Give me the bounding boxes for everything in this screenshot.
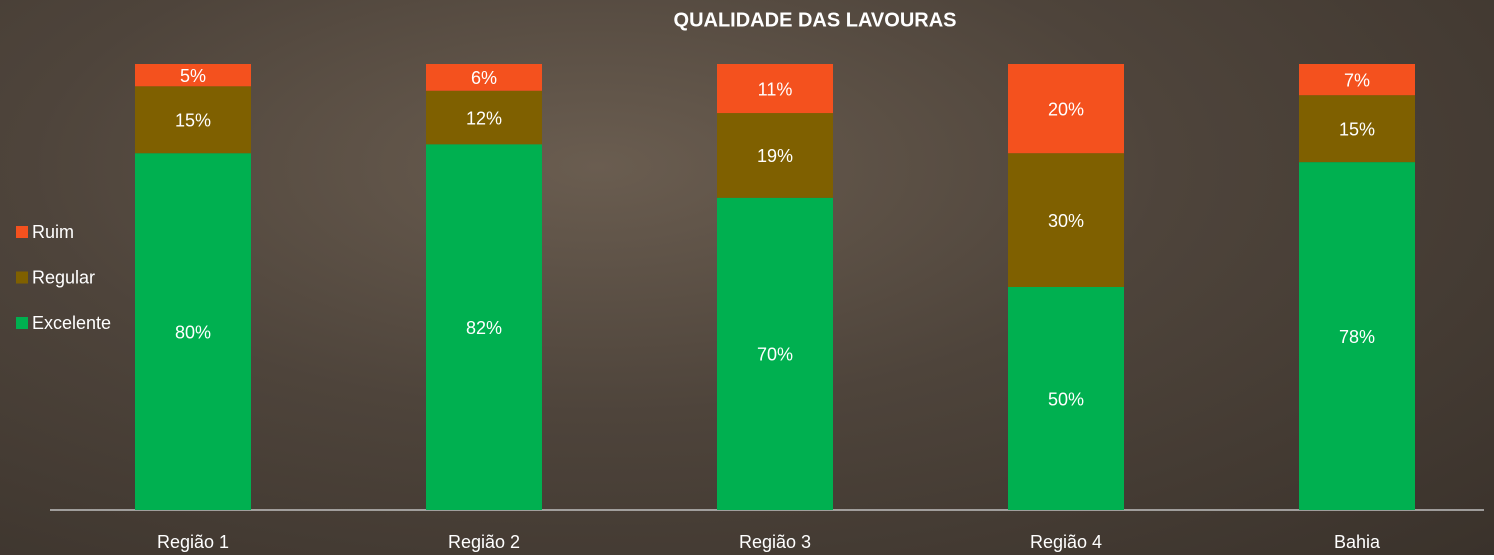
- legend-label: Excelente: [32, 313, 111, 333]
- data-label: 15%: [1339, 119, 1375, 139]
- x-tick-label: Região 4: [1030, 532, 1102, 552]
- data-label: 5%: [180, 66, 206, 86]
- legend-label: Regular: [32, 267, 95, 287]
- legend-swatch: [16, 226, 28, 238]
- data-label: 82%: [466, 318, 502, 338]
- x-tick-label: Região 3: [739, 532, 811, 552]
- x-tick-label: Região 1: [157, 532, 229, 552]
- legend-label: Ruim: [32, 222, 74, 242]
- page: QUALIDADE DAS LAVOURAS 80% 15% 5% Região 1 8…: [0, 0, 1494, 555]
- legend-swatch: [16, 272, 28, 284]
- data-label: 50%: [1048, 389, 1084, 409]
- data-label: 15%: [175, 111, 211, 131]
- data-label: 7%: [1344, 70, 1370, 90]
- data-label: 30%: [1048, 211, 1084, 231]
- x-tick-label: Bahia: [1334, 532, 1381, 552]
- data-label: 70%: [757, 345, 793, 365]
- chart-title: QUALIDADE DAS LAVOURAS: [674, 9, 957, 31]
- data-label: 12%: [466, 108, 502, 128]
- chart: QUALIDADE DAS LAVOURAS 80% 15% 5% Região 1 8…: [0, 0, 1494, 555]
- data-label: 11%: [758, 79, 793, 99]
- legend-swatch: [16, 317, 28, 329]
- data-label: 78%: [1339, 327, 1375, 347]
- data-label: 19%: [757, 146, 793, 166]
- data-label: 80%: [175, 322, 211, 342]
- data-label: 20%: [1048, 99, 1084, 119]
- x-tick-label: Região 2: [448, 532, 520, 552]
- data-label: 6%: [471, 68, 497, 88]
